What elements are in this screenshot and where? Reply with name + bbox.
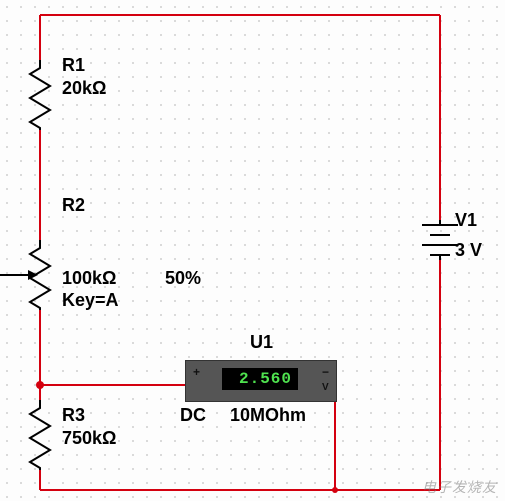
- U1-impedance: 10MOhm: [230, 405, 306, 426]
- R3-name: R3: [62, 405, 85, 426]
- V1-name: V1: [455, 210, 477, 231]
- voltmeter-display: 2.560: [222, 368, 298, 390]
- V1-value: 3 V: [455, 240, 482, 261]
- potentiometer-wiper-arrowhead: [28, 270, 38, 280]
- R1-name: R1: [62, 55, 85, 76]
- R2-key: Key=A: [62, 290, 119, 311]
- watermark-text: 电子发烧友: [422, 477, 497, 497]
- junction-node: [36, 381, 44, 389]
- voltmeter-plus: +: [193, 365, 200, 379]
- R1-value: 20kΩ: [62, 78, 106, 99]
- resistor-R3-symbol: [30, 400, 50, 470]
- voltmeter-minus: −: [322, 365, 329, 379]
- resistor-R1-symbol: [30, 60, 50, 130]
- R2-percent: 50%: [165, 268, 201, 289]
- junction-bottom: [332, 487, 338, 493]
- U1-name: U1: [250, 332, 273, 353]
- R2-value: 100kΩ: [62, 268, 116, 289]
- U1-mode: DC: [180, 405, 206, 426]
- R2-name: R2: [62, 195, 85, 216]
- R3-value: 750kΩ: [62, 428, 116, 449]
- voltmeter-unit: V: [322, 382, 329, 393]
